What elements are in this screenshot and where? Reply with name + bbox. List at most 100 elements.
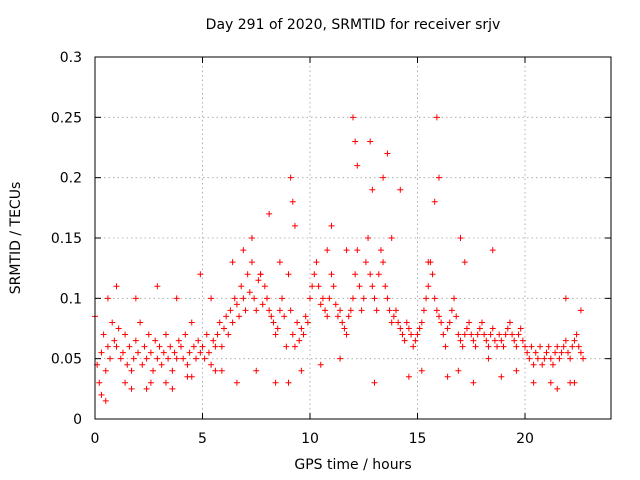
data-point	[397, 325, 404, 332]
data-point	[199, 343, 206, 350]
data-point	[575, 343, 582, 350]
data-point	[150, 367, 157, 374]
data-point	[571, 337, 578, 344]
data-point	[498, 373, 505, 380]
data-point	[509, 331, 516, 338]
data-point	[216, 319, 223, 326]
data-point	[386, 307, 393, 314]
x-tick-label: 20	[516, 431, 534, 447]
data-point	[438, 319, 445, 326]
data-point	[468, 331, 475, 338]
data-point	[214, 331, 221, 338]
data-point	[158, 361, 165, 368]
data-point	[463, 325, 470, 332]
data-point	[339, 319, 346, 326]
x-tick-label: 10	[301, 431, 319, 447]
data-point	[502, 331, 509, 338]
data-point	[147, 379, 154, 386]
data-point	[577, 307, 584, 314]
data-point	[322, 307, 329, 314]
data-point	[397, 186, 404, 193]
data-point	[248, 259, 255, 266]
data-point	[562, 295, 569, 302]
data-point	[135, 349, 141, 356]
data-point	[504, 325, 511, 332]
data-point	[431, 295, 438, 302]
data-point	[341, 325, 348, 332]
data-point	[481, 331, 488, 338]
data-point	[369, 283, 376, 290]
data-point	[506, 319, 513, 326]
data-point	[173, 295, 180, 302]
data-point	[410, 343, 417, 350]
data-point	[483, 337, 490, 344]
data-point	[152, 337, 159, 344]
data-point	[210, 337, 217, 344]
y-tick-label: 0.1	[60, 291, 82, 307]
data-point	[272, 331, 279, 338]
data-point	[474, 331, 481, 338]
data-point	[433, 307, 440, 314]
data-point	[444, 325, 451, 332]
data-point	[264, 295, 270, 302]
data-point	[569, 343, 576, 350]
chart-title: Day 291 of 2020, SRMTID for receiver srj…	[205, 17, 501, 33]
data-point	[337, 355, 344, 362]
data-point	[253, 307, 260, 314]
data-point	[178, 343, 184, 350]
data-point	[485, 343, 492, 350]
data-point	[165, 355, 172, 362]
data-point	[255, 277, 262, 284]
data-point	[154, 283, 161, 290]
data-point	[547, 379, 554, 386]
data-point	[242, 307, 249, 314]
data-point	[326, 295, 333, 302]
data-point	[565, 349, 571, 356]
data-point	[132, 295, 139, 302]
data-point	[489, 247, 496, 254]
data-point	[160, 349, 167, 356]
data-point	[298, 325, 305, 332]
data-point	[380, 259, 387, 266]
data-point	[227, 307, 234, 314]
data-point	[444, 373, 451, 380]
data-point	[429, 271, 436, 278]
data-point	[330, 283, 337, 290]
data-point	[513, 367, 520, 374]
data-point	[526, 355, 533, 362]
data-point	[554, 343, 561, 350]
data-point	[573, 331, 580, 338]
data-point	[436, 313, 442, 320]
data-point	[522, 343, 528, 350]
data-point	[304, 319, 311, 326]
data-point	[309, 283, 316, 290]
x-tick-label: 0	[91, 431, 100, 447]
data-point	[184, 361, 191, 368]
data-point	[343, 247, 350, 254]
data-point	[431, 198, 438, 205]
data-point	[270, 319, 277, 326]
y-tick-label: 0.3	[60, 50, 82, 66]
data-point	[188, 373, 195, 380]
data-point	[139, 361, 146, 368]
data-point	[229, 259, 236, 266]
data-point	[240, 247, 247, 254]
data-point	[350, 114, 356, 121]
data-point	[466, 319, 473, 326]
data-point	[193, 355, 200, 362]
data-point	[354, 247, 361, 254]
data-point	[352, 271, 359, 278]
data-point	[119, 349, 126, 356]
data-point	[358, 307, 365, 314]
data-point	[128, 385, 135, 392]
data-point	[343, 331, 350, 338]
data-point	[377, 247, 384, 254]
data-point	[416, 325, 423, 332]
data-point	[457, 235, 464, 241]
data-point	[231, 295, 238, 302]
data-point	[223, 313, 230, 320]
data-point	[147, 349, 154, 356]
data-point	[362, 259, 369, 266]
data-point	[218, 367, 225, 374]
data-point	[212, 367, 219, 374]
